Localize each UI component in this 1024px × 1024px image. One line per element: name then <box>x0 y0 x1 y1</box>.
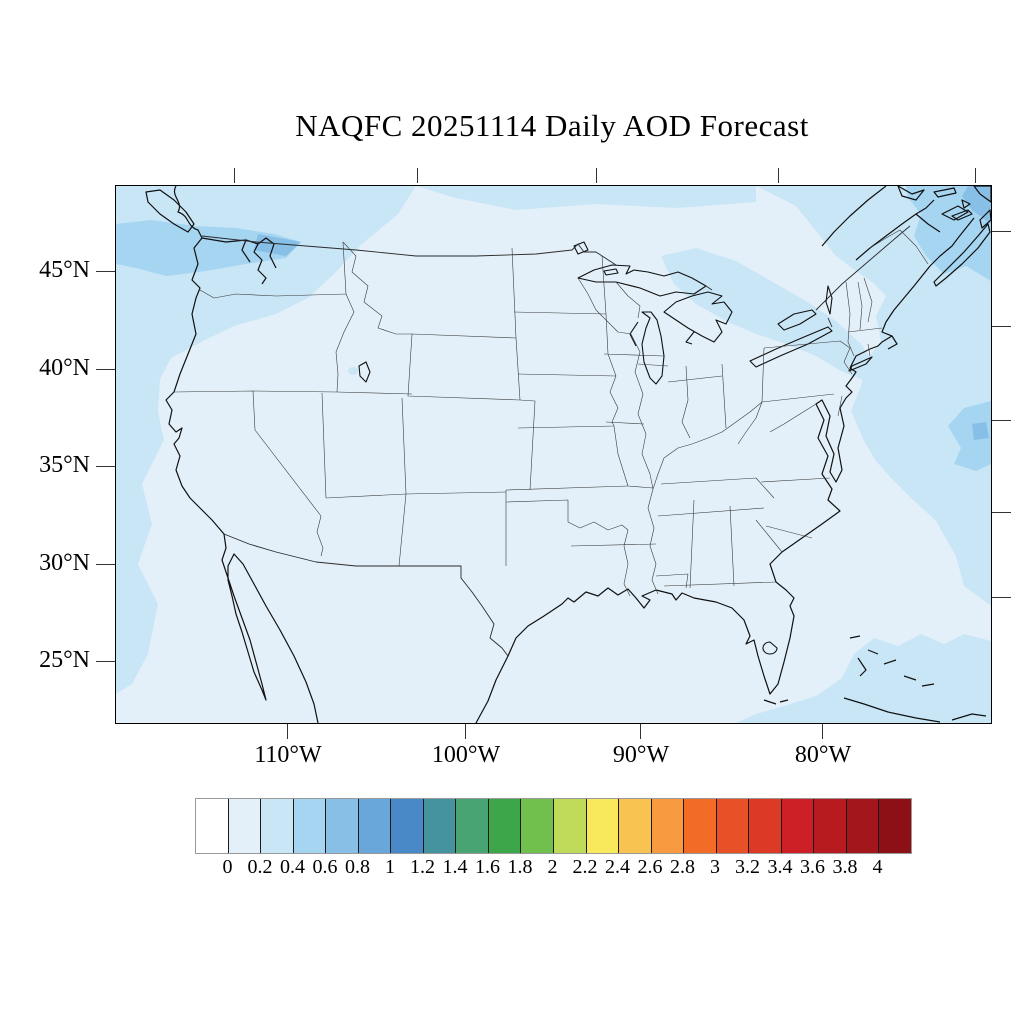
colorbar-cell <box>358 799 392 853</box>
colorbar-cell <box>488 799 522 853</box>
colorbar-cell <box>651 799 685 853</box>
top-tick <box>975 168 977 183</box>
colorbar-cell <box>293 799 327 853</box>
lat-tick <box>96 564 115 566</box>
canada-mexico-borders <box>202 226 910 656</box>
colorbar-cell <box>684 799 717 853</box>
colorbar-cell <box>456 799 489 853</box>
lon-tick-label: 80°W <box>794 742 852 768</box>
colorbar-tick-label: 2.4 <box>605 856 630 878</box>
lat-tick-label: 35°N <box>39 452 90 478</box>
lat-tick-label: 45°N <box>39 257 90 283</box>
colorbar-cell <box>619 799 652 853</box>
lat-tick <box>96 661 115 663</box>
colorbar-tick-label: 2 <box>547 856 558 878</box>
colorbar-cell <box>586 799 620 853</box>
colorbar-tick-label: 2.6 <box>637 856 663 878</box>
top-tick <box>596 168 598 183</box>
right-tick <box>992 420 1011 422</box>
colorbar-tick-label: 1 <box>385 856 395 878</box>
colorbar-cell <box>228 799 262 853</box>
lon-tick-label: 110°W <box>254 742 322 768</box>
lat-tick <box>96 466 115 468</box>
colorbar-cell <box>814 799 847 853</box>
lon-tick-label: 90°W <box>612 742 670 768</box>
colorbar-tick-label: 3.8 <box>832 856 858 878</box>
lat-tick <box>96 271 115 273</box>
conus-aod-map <box>116 186 991 723</box>
colorbar-cell <box>423 799 457 853</box>
colorbar-cell <box>326 799 359 853</box>
colorbar-tick-label: 0.2 <box>247 856 273 878</box>
aod-contour-level-04 <box>116 186 991 471</box>
top-tick <box>417 168 419 183</box>
colorbar-cell <box>716 799 750 853</box>
right-tick <box>992 597 1011 599</box>
colorbar-tick-label: 0 <box>222 856 233 878</box>
colorbar-tick-label: 0.6 <box>312 856 338 878</box>
colorbar-tick-label: 0.4 <box>280 856 305 878</box>
colorbar-cell <box>749 799 782 853</box>
colorbar-tick-label: 1.4 <box>442 856 468 878</box>
lon-tick <box>465 724 467 739</box>
colorbar-tick-label: 2.8 <box>670 856 695 878</box>
lon-tick <box>822 724 824 739</box>
lat-tick-label: 30°N <box>39 550 90 576</box>
state-borders <box>174 230 928 596</box>
colorbar-tick-label: 3.4 <box>767 856 793 878</box>
lon-tick-label: 100°W <box>431 742 501 768</box>
plot-title: NAQFC 20251114 Daily AOD Forecast <box>295 108 809 143</box>
top-tick <box>778 168 780 183</box>
colorbar-tick-label: 1.8 <box>507 856 533 878</box>
colorbar-tick-label: 3.6 <box>800 856 825 878</box>
colorbar-cell <box>521 799 555 853</box>
lat-tick <box>96 369 115 371</box>
coastline <box>146 186 991 723</box>
colorbar-cell <box>554 799 587 853</box>
aod-contour-level-02 <box>116 186 991 723</box>
colorbar-tick-label: 1.6 <box>475 856 500 878</box>
map-panel <box>115 185 992 724</box>
lat-tick-label: 25°N <box>39 647 90 673</box>
colorbar-tick-label: 4 <box>872 856 883 878</box>
colorbar-cell <box>846 799 880 853</box>
right-tick <box>992 512 1011 514</box>
lon-tick <box>287 724 289 739</box>
colorbar-cell <box>879 799 912 853</box>
colorbar-tick-label: 3.2 <box>735 856 760 878</box>
colorbar-tick-label: 2.2 <box>572 856 598 878</box>
colorbar-tick-label: 1.2 <box>410 856 435 878</box>
colorbar-cell <box>261 799 294 853</box>
colorbar-tick-label: 3 <box>710 856 720 878</box>
colorbar-cell <box>196 799 229 853</box>
right-tick <box>992 231 1011 233</box>
top-tick <box>234 168 236 183</box>
aod-colorbar <box>195 798 912 854</box>
aod-contour-level-06 <box>254 186 991 440</box>
lat-tick-label: 40°N <box>39 355 90 381</box>
lon-tick <box>640 724 642 739</box>
colorbar-cell <box>391 799 424 853</box>
colorbar-tick-label: 0.8 <box>345 856 370 878</box>
right-tick <box>992 326 1011 328</box>
colorbar-cell <box>781 799 815 853</box>
